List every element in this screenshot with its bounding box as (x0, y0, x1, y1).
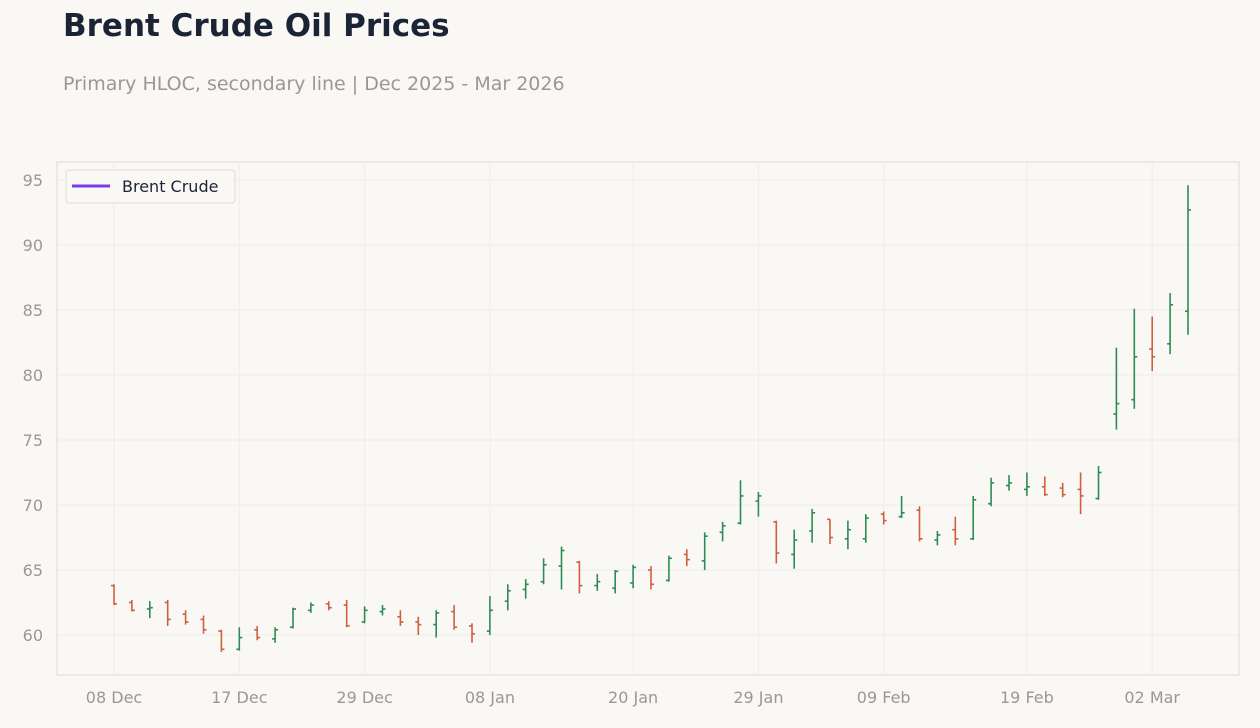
hloc-bar (540, 558, 547, 585)
hloc-bar (1167, 293, 1174, 355)
hloc-bar (683, 549, 690, 567)
hloc-bar (1059, 482, 1066, 498)
hloc-bar (433, 610, 440, 638)
hloc-bar (1113, 347, 1120, 430)
y-tick-label: 65 (23, 561, 43, 580)
hloc-bar (1131, 308, 1138, 409)
hloc-bar (164, 599, 171, 626)
hloc-bar (880, 511, 887, 525)
hloc-bar (844, 520, 851, 550)
hloc-bar (522, 579, 529, 599)
x-tick-label: 17 Dec (211, 688, 267, 707)
hloc-bar (146, 601, 153, 619)
x-tick-label: 20 Jan (608, 688, 658, 707)
chart-subtitle: Primary HLOC, secondary line | Dec 2025 … (63, 73, 565, 95)
x-tick-label: 29 Dec (336, 688, 392, 707)
chart-title: Brent Crude Oil Prices (63, 8, 450, 44)
hloc-bar (379, 605, 386, 616)
legend-box (65, 169, 236, 204)
hloc-bar (111, 584, 117, 606)
y-tick-label: 80 (23, 366, 43, 385)
hloc-bar (1077, 472, 1084, 515)
x-tick-label: 02 Mar (1124, 688, 1180, 707)
x-axis: 08 Dec 17 Dec 29 Dec 08 Jan 20 Jan 29 Jan 09 F… (86, 688, 1181, 707)
x-tick-label: 29 Jan (733, 688, 783, 707)
hloc-bar (486, 596, 493, 635)
hloc-bar (182, 610, 189, 625)
hloc-bar (916, 506, 923, 542)
hloc-bar (701, 532, 708, 570)
hloc-bar (361, 606, 368, 624)
hloc-bar (343, 599, 350, 628)
y-axis: 60 65 70 75 80 85 90 95 (23, 171, 43, 645)
hloc-bar (630, 564, 637, 589)
hloc-bar (1006, 475, 1012, 491)
hloc-bar (218, 629, 225, 652)
hloc-bar (827, 518, 833, 544)
y-tick-label: 60 (23, 626, 43, 645)
hloc-bar (755, 492, 762, 517)
hloc-bar (1041, 476, 1048, 496)
legend[interactable]: Brent Crude (65, 169, 236, 204)
hloc-bar (128, 599, 135, 612)
hloc-bar (200, 615, 207, 634)
hloc-bar (809, 508, 816, 543)
hloc-bar (469, 623, 475, 643)
legend-label: Brent Crude (122, 177, 218, 196)
hloc-bar (648, 566, 654, 590)
hloc-bar (970, 495, 977, 541)
y-tick-label: 70 (23, 496, 43, 515)
hloc-bar (576, 560, 583, 594)
x-tick-label: 09 Feb (857, 688, 911, 707)
hloc-bar (612, 570, 619, 594)
hloc-bar (451, 605, 458, 630)
y-tick-label: 90 (23, 236, 43, 255)
y-tick-label: 95 (23, 171, 43, 190)
hloc-bar (791, 529, 798, 569)
x-tick-label: 08 Jan (465, 688, 515, 707)
y-tick-label: 75 (23, 431, 43, 450)
hloc-bar (254, 625, 261, 641)
x-tick-label: 08 Dec (86, 688, 142, 707)
hloc-bar (1185, 185, 1191, 335)
hloc-bar (773, 520, 780, 564)
y-tick-label: 85 (23, 301, 43, 320)
hloc-bar (397, 610, 404, 626)
hloc-bar (952, 516, 959, 546)
hloc-bar (290, 607, 296, 629)
hloc-bars (111, 185, 1191, 652)
hloc-bar (558, 546, 565, 590)
grid-lines (57, 162, 1239, 675)
hloc-bar (307, 602, 314, 613)
hloc-bar (415, 616, 422, 635)
hloc-bar (737, 480, 744, 525)
hloc-bar (1023, 472, 1030, 496)
hloc-bar (594, 573, 601, 591)
x-tick-label: 19 Feb (1000, 688, 1054, 707)
hloc-bar (1095, 466, 1102, 500)
hloc-bar (719, 521, 726, 542)
hloc-bar (504, 584, 511, 611)
hloc-bar (236, 627, 243, 651)
hloc-bar (898, 495, 905, 518)
hloc-bar (988, 477, 995, 507)
hloc-bar (934, 531, 941, 546)
hloc-bar (272, 627, 279, 643)
hloc-bar (325, 601, 332, 611)
hloc-bar (1149, 316, 1156, 372)
hloc-bar (665, 555, 672, 582)
hloc-bar (862, 514, 869, 543)
plot-frame (56, 161, 1240, 676)
